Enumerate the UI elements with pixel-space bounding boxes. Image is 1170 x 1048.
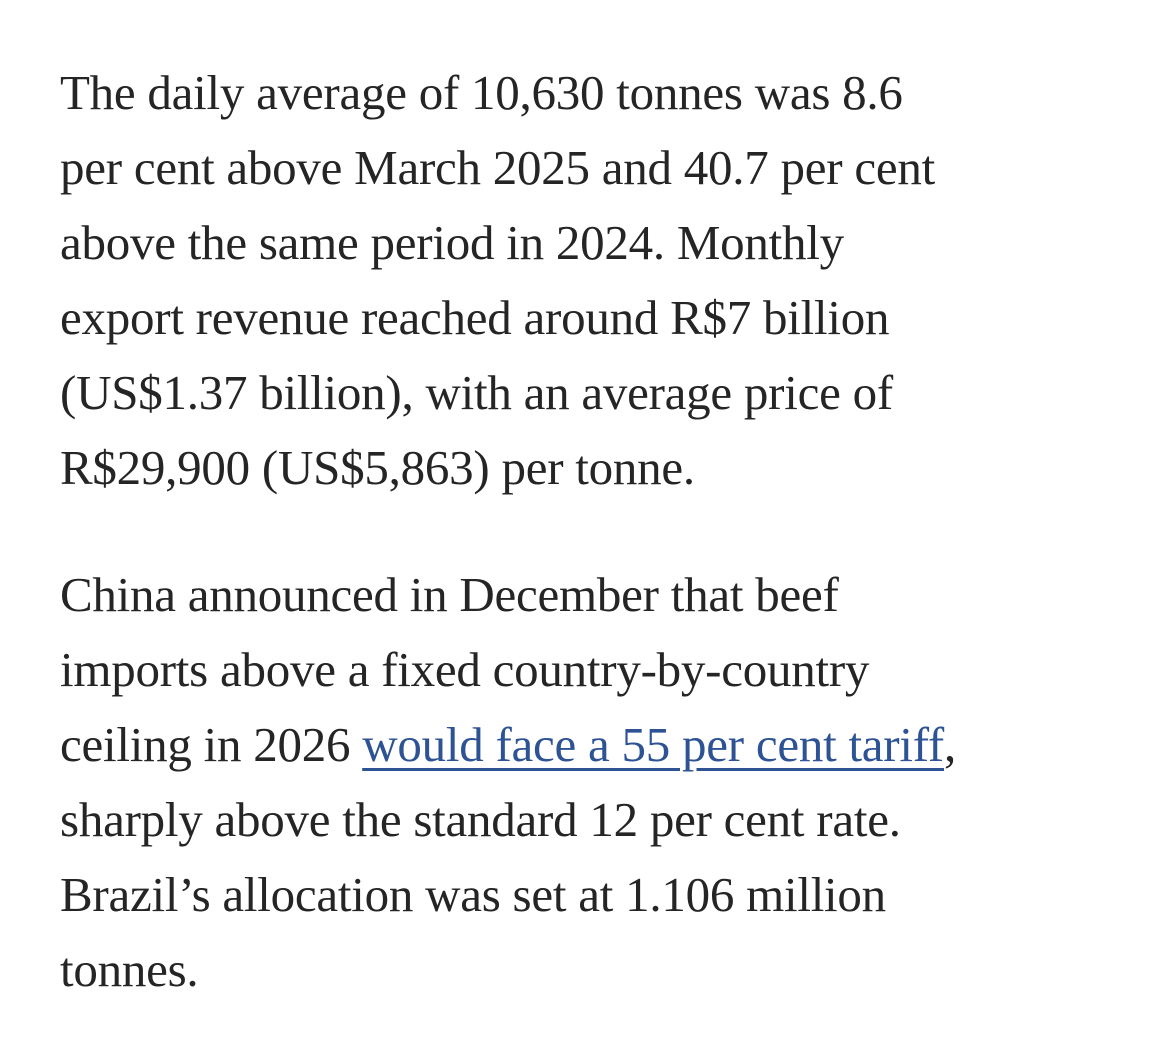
- link-line-suffix: ,: [943, 717, 956, 772]
- text-line: R$29,900 (US$5,863) per tonne.: [60, 440, 695, 495]
- text-line: imports above a fixed country-by-country: [60, 642, 870, 697]
- text-line: tonnes.: [60, 942, 199, 997]
- text-line: per cent above March 2025 and 40.7 per c…: [60, 140, 935, 195]
- article-body: The daily average of 10,630 tonnes was 8…: [60, 55, 1100, 1007]
- text-line: export revenue reached around R$7 billio…: [60, 290, 890, 345]
- link-line-prefix: ceiling in 2026: [60, 717, 363, 772]
- text-line: China announced in December that beef: [60, 567, 839, 622]
- text-line: (US$1.37 billion), with an average price…: [60, 365, 893, 420]
- paragraph-china-tariff: China announced in December that beef im…: [60, 557, 1100, 1007]
- tariff-link[interactable]: would face a 55 per cent tariff: [362, 717, 944, 772]
- text-line-with-link: ceiling in 2026 would face a 55 per cent…: [60, 707, 1100, 782]
- text-line: Brazil’s allocation was set at 1.106 mil…: [60, 867, 886, 922]
- text-line: The daily average of 10,630 tonnes was 8…: [60, 65, 903, 120]
- text-line: above the same period in 2024. Monthly: [60, 215, 844, 270]
- text-line: sharply above the standard 12 per cent r…: [60, 792, 901, 847]
- paragraph-export-stats: The daily average of 10,630 tonnes was 8…: [60, 55, 1100, 505]
